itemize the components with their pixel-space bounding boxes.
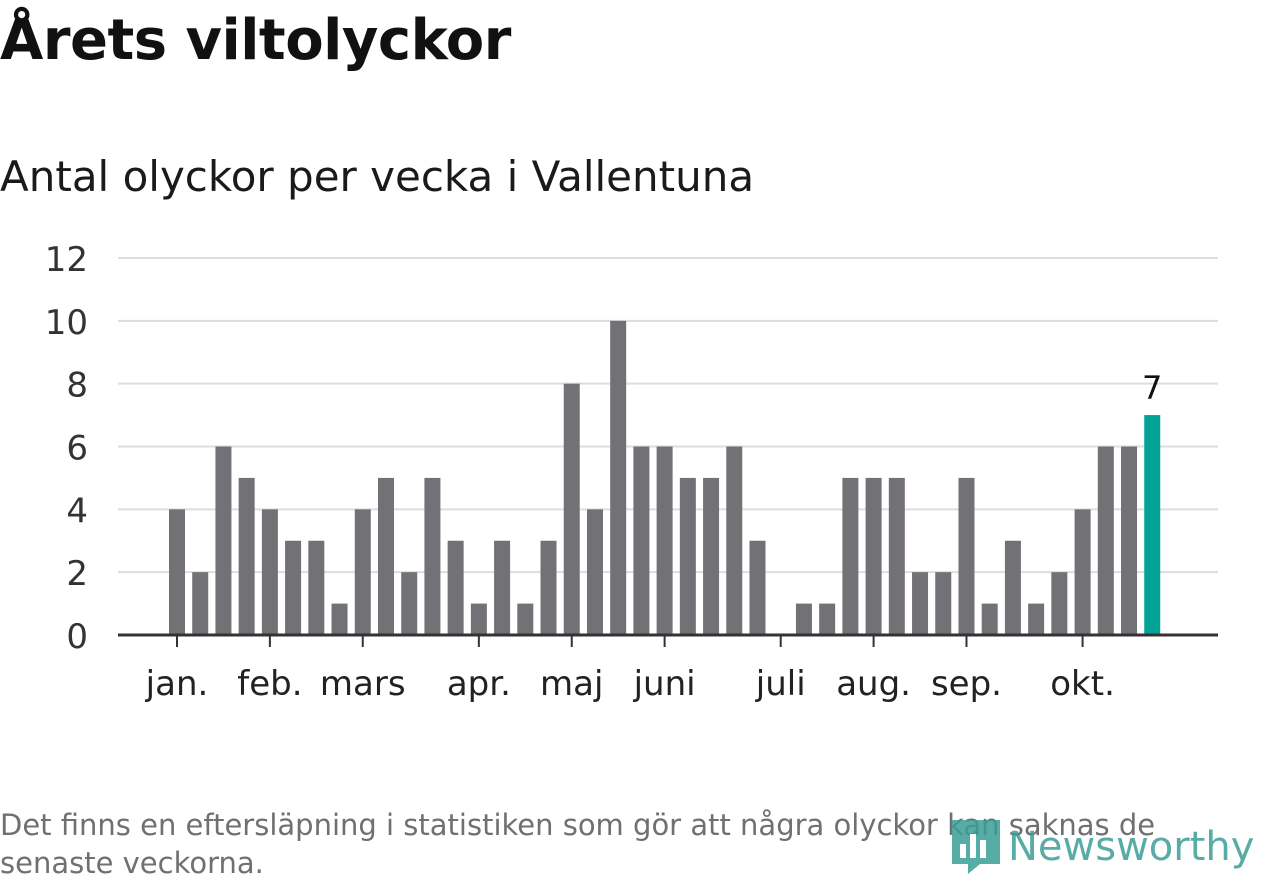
bar [819,603,836,635]
y-tick-label: 8 [66,366,88,406]
bar [656,446,673,635]
bar [377,477,394,635]
chart-title: Årets viltolyckor [0,8,511,73]
bar [703,477,720,635]
bar [726,446,743,635]
bar [285,540,302,635]
bar [1074,509,1091,635]
bar [865,477,882,635]
bar [1004,540,1021,635]
x-tick-label: apr. [447,664,511,704]
x-axis: jan. feb. mars apr. maj juni juli aug. sep. okt. [118,633,1218,704]
bar-highlight [1144,415,1161,635]
y-tick-label: 2 [66,554,88,594]
y-tick-label: 4 [66,491,88,531]
x-tick-label: juli [755,664,806,704]
bar [261,509,278,635]
bar [958,477,975,635]
bar [494,540,511,635]
bar [586,509,603,635]
bar [308,540,325,635]
y-tick-label: 6 [66,429,88,469]
x-tick-label: sep. [931,664,1002,704]
y-axis: 0 2 4 6 8 10 12 [45,240,88,657]
y-tick-label: 0 [66,617,88,657]
bar [238,477,255,635]
bar [447,540,464,635]
bar [912,572,929,635]
bar [1028,603,1045,635]
bar [795,603,812,635]
bar-chart: 0 2 4 6 8 10 12 jan. feb. mars apr. maj juni juli aug… [45,240,1218,704]
bar [517,603,534,635]
x-tick-label: feb. [237,664,302,704]
bar [888,477,905,635]
bar [633,446,650,635]
bar [424,477,441,635]
bar [470,603,487,635]
bar [981,603,998,635]
x-tick-label: juni [633,664,696,704]
bar [610,320,627,635]
chart-subtitle: Antal olyckor per vecka i Vallentuna [0,152,755,201]
bar [192,572,209,635]
x-tick-label: okt. [1050,664,1115,704]
newsworthy-logo: Newsworthy [950,818,1254,876]
x-tick-label: mars [320,664,406,704]
bar [1121,446,1138,635]
bars [169,320,1161,635]
logo-text: Newsworthy [1008,824,1255,870]
bar [1051,572,1068,635]
bar [540,540,557,635]
bar [749,540,766,635]
bar [169,509,185,635]
x-tick-label: jan. [145,664,209,704]
bar [215,446,232,635]
bar [563,383,580,635]
y-tick-label: 12 [45,240,88,280]
highlight-value-label: 7 [1142,369,1162,407]
bar [1097,446,1114,635]
y-tick-label: 10 [45,303,88,343]
bar [935,572,952,635]
bar [331,603,348,635]
x-tick-label: aug. [836,664,911,704]
bar [401,572,418,635]
bar [354,509,371,635]
bar [842,477,859,635]
newsworthy-logo-icon [952,820,1000,874]
x-tick-label: maj [540,664,603,704]
bar [679,477,696,635]
data-labels: 7 [1142,369,1162,407]
